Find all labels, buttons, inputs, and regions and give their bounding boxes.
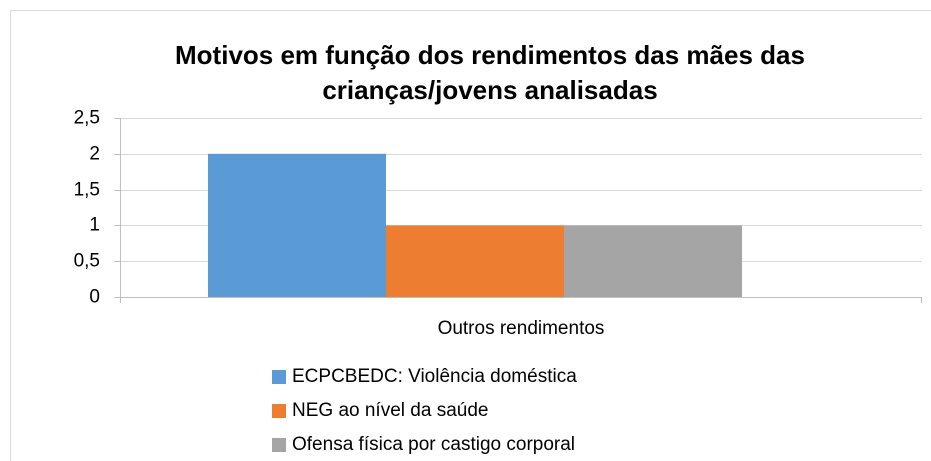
bar [208, 153, 386, 297]
y-tick-label: 2,5 [74, 108, 100, 129]
y-tick-label: 2 [89, 144, 100, 165]
legend-swatch [272, 438, 286, 452]
chart-title: Motivos em função dos rendimentos das mã… [175, 40, 805, 105]
legend-label: ECPCBEDC: Violência doméstica [292, 366, 577, 387]
y-tick-label: 1 [89, 215, 100, 236]
bar [386, 225, 564, 297]
x-tick-label: Outros rendimentos [438, 318, 605, 339]
y-tick-label: 0,5 [74, 251, 100, 272]
y-tick-label: 0 [89, 287, 100, 308]
legend-label: NEG ao nível da saúde [292, 400, 488, 421]
legend-swatch [272, 404, 286, 418]
legend-swatch [272, 370, 286, 384]
bar [564, 225, 742, 297]
y-tick-label: 1,5 [74, 180, 100, 201]
legend-label: Ofensa física por castigo corporal [292, 434, 575, 455]
chart-border [10, 10, 931, 461]
